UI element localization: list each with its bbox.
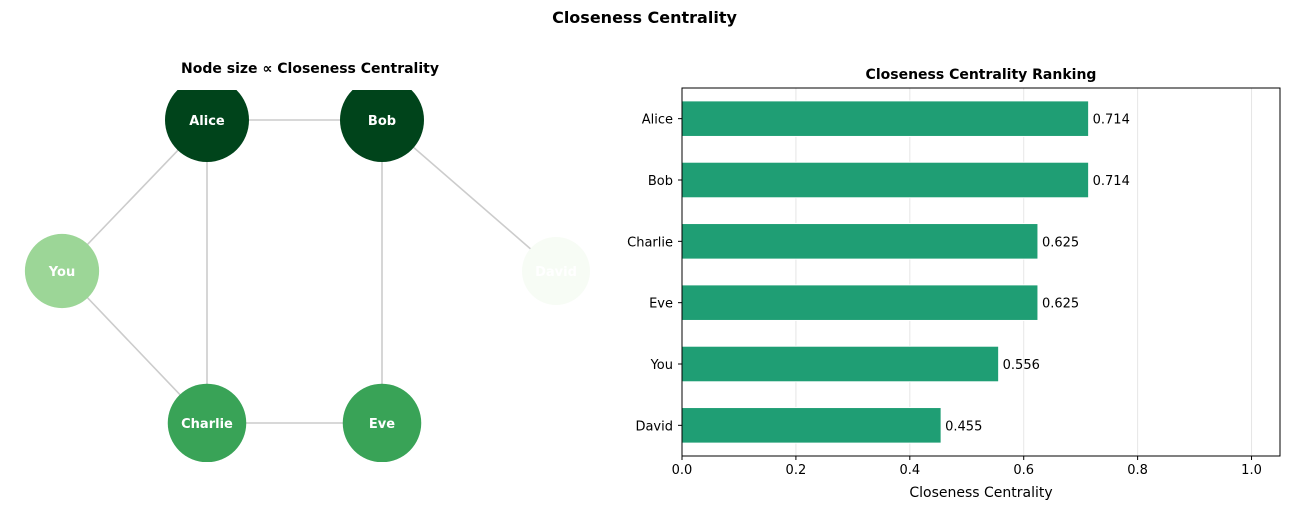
ytick-label-david: David — [635, 419, 673, 434]
ytick-label-charlie: Charlie — [627, 235, 673, 250]
xtick-label-0-8: 0.8 — [1127, 463, 1148, 478]
bar-david — [681, 407, 942, 444]
bar-alice — [681, 100, 1090, 137]
xtick-label-0-6: 0.6 — [1013, 463, 1034, 478]
value-label-eve: 0.625 — [1042, 297, 1079, 312]
bar-eve — [681, 284, 1039, 321]
xtick-label-1-0: 1.0 — [1241, 463, 1262, 478]
ytick-label-you: You — [650, 358, 673, 373]
network-plot-area: Alice Bob You David Charlie Eve — [24, 90, 590, 462]
node-label-you: You — [48, 265, 75, 280]
node-bob — [340, 90, 424, 162]
node-label-eve: Eve — [369, 417, 395, 432]
ytick-label-eve: Eve — [649, 297, 673, 312]
bar-bob — [681, 161, 1090, 199]
node-eve — [342, 383, 422, 462]
node-label-bob: Bob — [368, 114, 396, 129]
node-charlie — [167, 383, 247, 462]
bar-charlie — [681, 223, 1039, 260]
bar-chart-title: Closeness Centrality Ranking — [865, 67, 1097, 83]
node-label-david: David — [535, 265, 577, 280]
x-axis-label: Closeness Centrality — [909, 485, 1052, 501]
ytick-label-alice: Alice — [642, 113, 673, 128]
xtick-label-0-0: 0.0 — [672, 463, 693, 478]
ytick-label-bob: Bob — [648, 174, 673, 189]
value-label-bob: 0.714 — [1093, 174, 1130, 189]
plot-frame — [681, 87, 1281, 457]
figure-title: Closeness Centrality — [552, 8, 737, 27]
bar-you — [681, 345, 1000, 383]
network-graph: Alice Bob You David Charlie Eve — [24, 90, 590, 462]
node-alice — [165, 90, 249, 162]
value-label-alice: 0.714 — [1093, 113, 1130, 128]
xtick-label-0-2: 0.2 — [786, 463, 807, 478]
node-you — [24, 233, 100, 309]
value-label-charlie: 0.625 — [1042, 235, 1079, 250]
node-label-alice: Alice — [189, 114, 225, 129]
value-label-david: 0.455 — [945, 419, 982, 434]
network-title: Node size ∝ Closeness Centrality — [181, 61, 439, 77]
xtick-label-0-4: 0.4 — [899, 463, 920, 478]
node-david — [522, 237, 590, 305]
value-label-you: 0.556 — [1003, 358, 1040, 373]
node-label-charlie: Charlie — [181, 417, 233, 432]
